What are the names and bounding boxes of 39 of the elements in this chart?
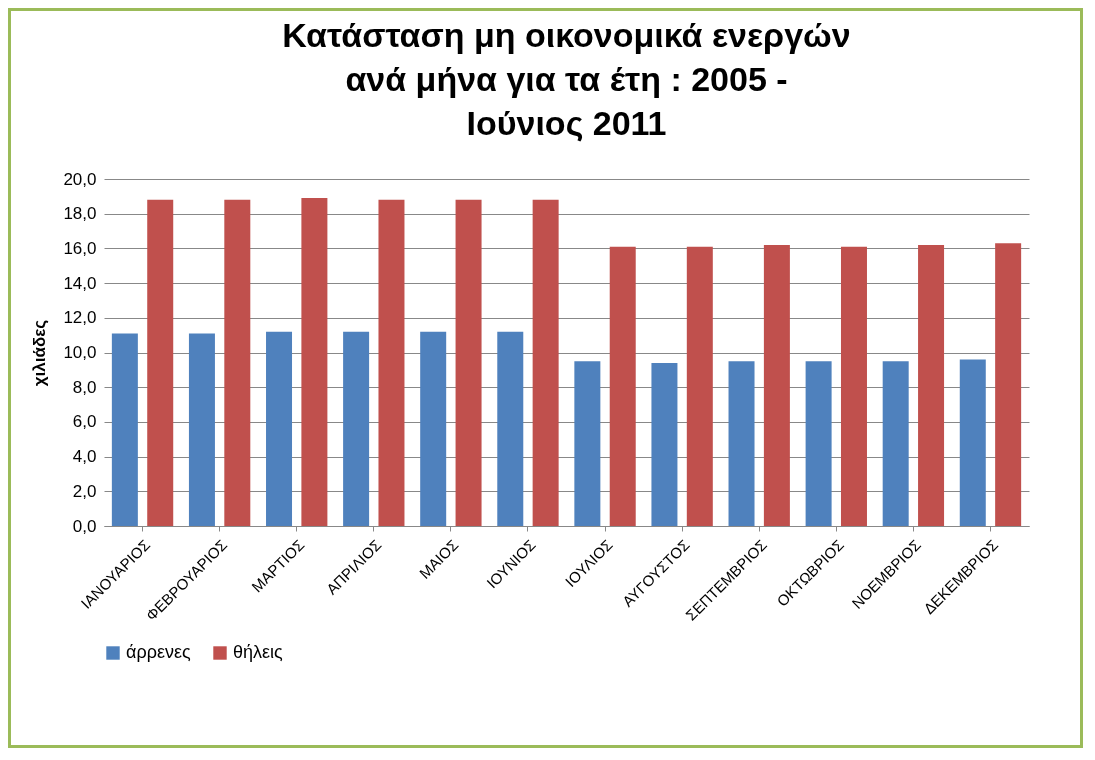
bar xyxy=(609,246,636,526)
bar xyxy=(959,359,986,526)
y-tick-label: 18,0 xyxy=(63,204,97,224)
chart-title: Κατάσταση μη οικονομικά ενεργών ανά μήνα για τα έτη : 2005 - Ιούνιος 2011 xyxy=(282,16,851,142)
bar xyxy=(763,244,790,526)
bar xyxy=(266,331,293,526)
y-tick-label: 8,0 xyxy=(72,377,97,397)
legend-label: άρρενες xyxy=(126,642,191,662)
bar xyxy=(686,246,713,526)
y-tick-label: 12,0 xyxy=(63,308,97,328)
bar xyxy=(378,199,405,526)
y-tick-label: 16,0 xyxy=(63,238,97,258)
bar xyxy=(882,361,909,526)
bar xyxy=(224,199,251,526)
y-tick-label: 4,0 xyxy=(72,447,97,467)
y-tick-label: 2,0 xyxy=(72,481,97,501)
legend-label: θήλεις xyxy=(233,642,284,662)
bar xyxy=(840,246,867,526)
bar xyxy=(301,198,328,526)
bar xyxy=(188,333,215,526)
bar xyxy=(805,361,832,526)
y-tick-label: 10,0 xyxy=(63,343,97,362)
y-tick-label: 20,0 xyxy=(63,169,97,189)
bar xyxy=(111,333,138,526)
bar xyxy=(147,199,174,526)
bar xyxy=(918,244,945,526)
y-tick-label: 14,0 xyxy=(63,273,97,293)
bar xyxy=(343,331,370,526)
bar xyxy=(995,243,1022,526)
bar xyxy=(728,361,755,526)
bar xyxy=(497,331,524,526)
bar xyxy=(420,331,447,526)
bar xyxy=(532,199,559,526)
y-axis-title: χιλιάδες xyxy=(30,319,50,387)
bar xyxy=(455,199,482,526)
bar xyxy=(574,361,601,526)
bar xyxy=(651,362,678,526)
y-tick-label: 6,0 xyxy=(72,412,97,432)
y-tick-label: 0,0 xyxy=(72,516,97,536)
